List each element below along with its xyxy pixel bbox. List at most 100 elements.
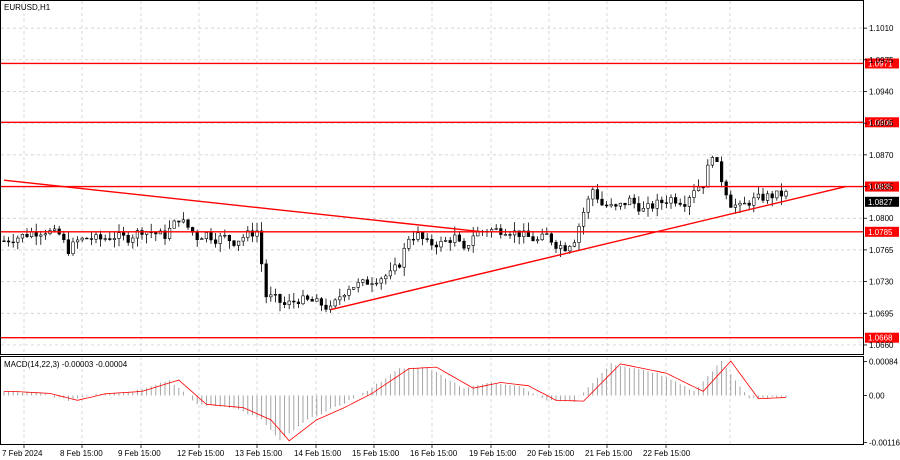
macd-label: MACD(14,22,3) -0.00003 -0.00004 bbox=[4, 360, 128, 369]
candle bbox=[462, 238, 466, 251]
price-tick-label: 1.0765 bbox=[869, 246, 894, 255]
candle bbox=[641, 201, 645, 212]
candle bbox=[246, 226, 250, 242]
candle bbox=[282, 296, 287, 309]
candle bbox=[572, 239, 576, 248]
price-tick-label: 1.0730 bbox=[869, 278, 894, 287]
time-tick-label: 12 Feb 15:00 bbox=[177, 449, 225, 458]
candle bbox=[719, 156, 724, 188]
candle bbox=[269, 286, 273, 302]
candle bbox=[301, 289, 305, 306]
candle bbox=[11, 234, 15, 248]
candle bbox=[200, 237, 204, 240]
level-tag-label: 1.0971 bbox=[868, 59, 893, 68]
time-tick-label: 14 Feb 15:00 bbox=[294, 449, 342, 458]
candle bbox=[181, 212, 186, 224]
candle bbox=[292, 293, 296, 309]
candle bbox=[604, 201, 609, 208]
time-tick-label: 16 Feb 15:00 bbox=[410, 449, 458, 458]
candle bbox=[687, 195, 691, 216]
candle bbox=[112, 231, 116, 248]
candle bbox=[232, 240, 236, 248]
candle bbox=[563, 242, 567, 252]
candle bbox=[586, 195, 590, 219]
trendlines bbox=[3, 179, 846, 311]
candle bbox=[154, 231, 158, 242]
candle bbox=[103, 234, 107, 242]
candle bbox=[407, 236, 411, 252]
candle bbox=[430, 234, 434, 251]
candle bbox=[117, 224, 121, 247]
candle bbox=[218, 232, 222, 252]
candle bbox=[66, 231, 70, 256]
candle bbox=[618, 202, 622, 210]
time-axis: 7 Feb 2024 8 Feb 15:00 9 Feb 15:00 12 Feb 1… bbox=[2, 444, 691, 458]
candle bbox=[517, 230, 521, 245]
candle bbox=[600, 191, 604, 206]
candle bbox=[784, 189, 788, 200]
candle bbox=[508, 231, 512, 239]
level-tag bbox=[865, 181, 899, 192]
candle bbox=[724, 179, 728, 200]
candle bbox=[384, 273, 388, 285]
trendline[interactable] bbox=[330, 185, 846, 311]
candle bbox=[761, 187, 765, 204]
candle bbox=[16, 235, 20, 250]
candle bbox=[545, 227, 549, 235]
candle bbox=[581, 207, 586, 235]
candle bbox=[388, 262, 393, 280]
candle bbox=[71, 237, 75, 256]
candles bbox=[2, 155, 788, 313]
candle bbox=[738, 200, 742, 213]
candle bbox=[710, 155, 714, 168]
candle bbox=[351, 287, 356, 290]
time-tick-label: 7 Feb 2024 bbox=[2, 449, 43, 458]
candle bbox=[627, 195, 632, 206]
candle bbox=[76, 236, 80, 249]
candle bbox=[315, 294, 319, 302]
candle bbox=[673, 193, 678, 207]
candle bbox=[540, 228, 544, 241]
candle bbox=[62, 230, 66, 243]
candle bbox=[526, 222, 530, 237]
price-panel[interactable]: 1.0971 1.0906 1.0835 1.0785 1.0668 1.0827 bbox=[1, 58, 899, 343]
current-price-label: 1.0827 bbox=[868, 198, 893, 207]
candle bbox=[168, 220, 172, 241]
candle bbox=[365, 276, 370, 285]
macd-tick-label: -0.00116 bbox=[869, 438, 900, 447]
candle bbox=[655, 193, 659, 217]
macd-tick-label: 0.00084 bbox=[869, 357, 898, 366]
candle bbox=[443, 236, 448, 243]
level-tag-label: 1.0906 bbox=[868, 118, 893, 127]
candle bbox=[623, 202, 627, 209]
macd-panel[interactable] bbox=[3, 360, 787, 442]
candle bbox=[466, 244, 471, 252]
candle bbox=[531, 231, 535, 242]
candle bbox=[747, 200, 751, 210]
price-levels: 1.0971 1.0906 1.0835 1.0785 1.0668 1.0827 bbox=[1, 58, 899, 343]
grid bbox=[1, 1, 863, 444]
candle bbox=[25, 228, 29, 239]
price-tick-label: 1.0695 bbox=[869, 309, 894, 318]
candle bbox=[227, 234, 232, 249]
current-price-tag bbox=[865, 196, 899, 207]
candle bbox=[108, 231, 112, 241]
candle bbox=[393, 257, 397, 275]
candle bbox=[278, 293, 282, 312]
candle bbox=[397, 262, 402, 269]
candle bbox=[494, 224, 498, 231]
candle bbox=[39, 230, 43, 245]
candle bbox=[89, 232, 93, 246]
candle bbox=[259, 222, 264, 272]
level-tag-label: 1.0785 bbox=[868, 228, 893, 237]
price-panel-frame bbox=[0, 0, 864, 355]
candle bbox=[131, 234, 135, 249]
candle bbox=[186, 219, 190, 230]
time-tick-label: 13 Feb 15:00 bbox=[235, 449, 283, 458]
candle bbox=[223, 229, 227, 239]
time-tick-label: 20 Feb 15:00 bbox=[527, 449, 575, 458]
trendline[interactable] bbox=[3, 179, 483, 233]
candle bbox=[319, 297, 324, 312]
macd-signal-line bbox=[4, 360, 787, 442]
